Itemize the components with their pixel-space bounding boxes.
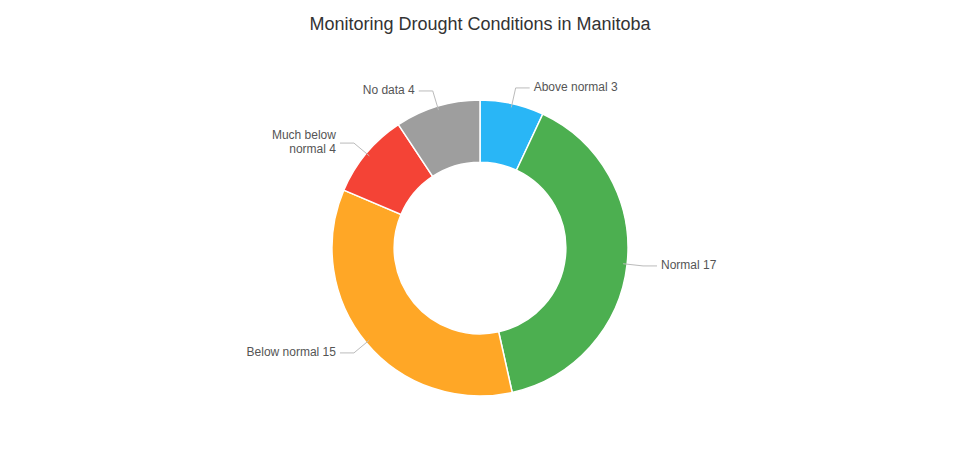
leader-line (340, 340, 369, 353)
data-label: Above normal 3 (534, 80, 618, 94)
leader-line (623, 264, 657, 266)
leader-line (419, 91, 439, 110)
leader-line (511, 88, 529, 108)
title: Monitoring Drought Conditions in Manitob… (309, 14, 651, 34)
data-label: Below normal 15 (247, 345, 337, 359)
labels: Above normal 3 Normal 17 Below normal 15 Mu… (247, 80, 717, 359)
data-label: Normal 17 (661, 258, 717, 272)
slice (398, 100, 480, 176)
slice (332, 190, 512, 396)
data-label: No data 4 (363, 83, 415, 97)
leader-line (340, 143, 369, 156)
data-label: Much belownormal 4 (272, 128, 336, 156)
donut (332, 100, 628, 396)
chart: Monitoring Drought Conditions in Manitob… (0, 0, 960, 457)
slice (499, 114, 628, 392)
